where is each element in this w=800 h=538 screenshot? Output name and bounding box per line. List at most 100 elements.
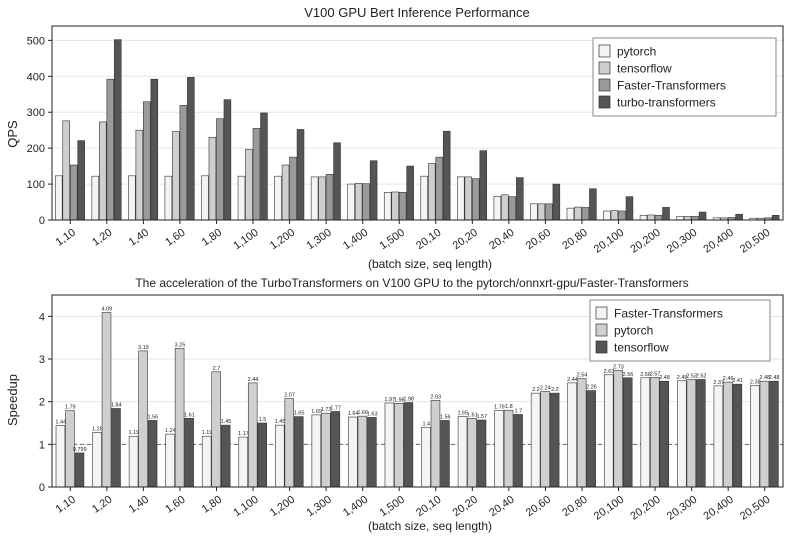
- bar: [552, 183, 561, 221]
- data-label: 1.61: [467, 412, 478, 418]
- x-tick-label: 20,100: [592, 227, 626, 256]
- bar: [318, 176, 326, 221]
- bar: [394, 403, 404, 488]
- bar: [296, 129, 305, 221]
- bar: [101, 312, 112, 488]
- legend-swatch: [598, 78, 611, 92]
- bar: [311, 414, 322, 488]
- data-label: 1.4: [422, 421, 430, 427]
- legend-label: tensorflow: [617, 62, 672, 76]
- bar: [128, 175, 136, 221]
- bar: [501, 194, 509, 221]
- x-tick-label: 1,60: [163, 494, 187, 516]
- bar: [281, 164, 290, 221]
- bar: [274, 175, 282, 221]
- bar: [237, 175, 246, 221]
- legend-box: [592, 37, 777, 117]
- x-tick-label: 20,60: [524, 494, 553, 520]
- y-axis-label: Speedup: [5, 374, 20, 426]
- bar: [135, 129, 144, 221]
- x-tick-label: 20,80: [560, 227, 589, 253]
- data-label: 2.73: [613, 365, 624, 371]
- bar: [310, 176, 319, 221]
- bar: [759, 380, 770, 488]
- x-axis-label: (batch size, seq length): [368, 519, 492, 533]
- bar: [201, 175, 209, 221]
- bar: [275, 424, 285, 488]
- bar: [457, 176, 465, 221]
- bar: [220, 424, 231, 488]
- x-tick-label: 1,20: [90, 227, 114, 249]
- data-label: 2.07: [284, 393, 295, 399]
- data-label: 3.19: [138, 345, 149, 351]
- bar: [62, 120, 70, 221]
- x-tick-label: 20,100: [592, 494, 626, 523]
- bar: [650, 377, 660, 488]
- data-label: 1.8: [505, 404, 513, 410]
- bar: [516, 177, 524, 221]
- legend-swatch: [598, 44, 611, 58]
- bar: [201, 435, 212, 488]
- legend-swatch: [598, 61, 611, 75]
- bar: [540, 391, 550, 488]
- data-label: 2.48: [759, 375, 770, 381]
- x-tick-label: 20,40: [487, 494, 516, 520]
- data-label: 1.19: [202, 430, 213, 436]
- bar: [179, 105, 188, 221]
- plot-frame: [51, 25, 784, 221]
- x-tick-label: 20,400: [701, 227, 735, 256]
- data-label: 2.2: [532, 387, 540, 393]
- bar: [713, 385, 724, 488]
- x-tick-label: 1,300: [304, 227, 333, 253]
- x-tick-label: 1,500: [378, 227, 407, 253]
- plot-frame: [51, 294, 784, 488]
- data-label: 2.57: [650, 371, 661, 377]
- data-label: 2.37: [713, 380, 724, 386]
- bar: [99, 121, 107, 221]
- bar: [114, 39, 122, 221]
- bar: [676, 216, 684, 221]
- bar: [91, 175, 100, 221]
- bar: [493, 195, 502, 221]
- x-tick-label: 20,20: [451, 494, 480, 520]
- data-label: 2.38: [750, 379, 761, 385]
- data-label: 1.65: [294, 411, 305, 417]
- x-tick-label: 20,60: [524, 227, 553, 253]
- legend-swatch: [595, 323, 608, 337]
- data-label: 1.17: [238, 431, 249, 437]
- x-tick-label: 20,200: [628, 494, 662, 523]
- data-label: 1.66: [357, 410, 368, 416]
- bar: [333, 142, 341, 221]
- bar: [257, 422, 267, 488]
- data-label: 1.24: [165, 428, 176, 434]
- bar: [537, 203, 546, 221]
- bar: [330, 411, 341, 488]
- data-label: 2.03: [430, 394, 441, 400]
- chart-qps: V100 GPU Bert Inference Performance QPS …: [5, 5, 784, 271]
- x-tick-label: 1,100: [231, 494, 260, 520]
- bar: [367, 417, 377, 488]
- data-label: 1.84: [111, 402, 122, 408]
- data-label: 2.44: [567, 377, 578, 383]
- y-tick-label: 100: [27, 179, 45, 191]
- x-tick-label: 1,10: [54, 227, 78, 249]
- x-tick-label: 20,10: [414, 494, 443, 520]
- x-tick-label: 1,100: [231, 227, 260, 253]
- data-label: 3.25: [175, 342, 186, 348]
- legend-label: pytorch: [614, 324, 653, 338]
- y-tick-label: 0: [39, 482, 45, 494]
- bar: [732, 383, 743, 488]
- bar: [174, 348, 185, 488]
- bar: [260, 112, 268, 221]
- bar: [354, 183, 363, 221]
- bar: [223, 99, 232, 221]
- bar: [238, 436, 248, 488]
- y-axis-label: QPS: [5, 120, 20, 148]
- data-label: 1.79: [494, 405, 505, 411]
- x-tick-label: 1,200: [268, 227, 297, 253]
- data-label: 2.7: [213, 366, 221, 372]
- x-tick-label: 1,300: [304, 494, 333, 520]
- data-label: 1.28: [92, 426, 103, 432]
- bar: [430, 400, 441, 488]
